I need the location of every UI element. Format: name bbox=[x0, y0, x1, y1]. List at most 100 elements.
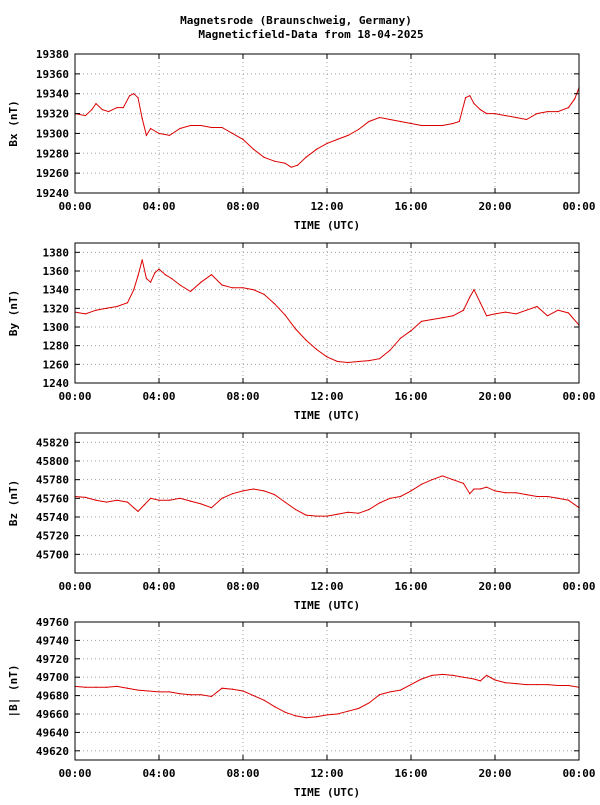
by-data-point bbox=[154, 272, 156, 274]
bx-data-point bbox=[133, 93, 135, 95]
bz-data-point bbox=[546, 495, 549, 498]
bx-data-point bbox=[574, 98, 576, 100]
by-ytick-label: 1380 bbox=[43, 246, 70, 259]
bx-data-point bbox=[536, 112, 538, 115]
by-xtick-label: 08:00 bbox=[226, 390, 259, 403]
b-data-point bbox=[116, 685, 118, 688]
bz-data-point bbox=[336, 513, 339, 515]
by-data-point bbox=[263, 293, 265, 295]
by-data-point bbox=[252, 289, 255, 291]
b-data-point bbox=[315, 716, 318, 718]
bz-data-point bbox=[133, 507, 135, 509]
b-ytick-label: 49640 bbox=[36, 726, 69, 739]
by-y-axis-label: By (nT) bbox=[7, 290, 20, 336]
b-data-point bbox=[147, 690, 150, 692]
by-ytick-label: 1300 bbox=[43, 321, 70, 334]
b-data-point bbox=[105, 686, 108, 688]
by-data-point bbox=[95, 309, 97, 311]
bx-xtick-label: 12:00 bbox=[310, 200, 343, 213]
bz-ytick-label: 45780 bbox=[36, 474, 69, 487]
chart-title: Magnetsrode (Braunschweig, Germany) bbox=[180, 14, 412, 27]
by-data-point bbox=[486, 315, 488, 317]
bx-data-point bbox=[200, 124, 202, 127]
b-data-point bbox=[84, 686, 87, 688]
bz-data-point bbox=[368, 508, 370, 511]
bz-data-point bbox=[473, 488, 475, 490]
bz-data-point bbox=[469, 493, 471, 495]
bx-data-point bbox=[347, 134, 349, 137]
b-data-point bbox=[326, 714, 328, 716]
b-data-point bbox=[473, 678, 475, 680]
b-data-point bbox=[399, 689, 402, 691]
bz-ytick-label: 45760 bbox=[36, 492, 69, 505]
bx-data-point bbox=[465, 97, 467, 99]
b-data-point bbox=[368, 702, 370, 704]
b-data-point bbox=[210, 695, 213, 698]
by-data-point bbox=[210, 274, 213, 276]
by-data-point bbox=[441, 317, 444, 319]
b-xtick-label: 16:00 bbox=[394, 767, 427, 780]
bz-data-point bbox=[410, 490, 412, 492]
bx-data-point bbox=[389, 118, 391, 121]
by-data-point bbox=[105, 307, 108, 309]
by-data-point bbox=[273, 303, 276, 305]
b-data-point bbox=[420, 678, 423, 680]
bz-data-point bbox=[504, 492, 507, 494]
bz-data-point bbox=[137, 510, 139, 512]
b-xtick-label: 00:00 bbox=[562, 767, 595, 780]
b-data-point bbox=[441, 673, 444, 676]
bz-data-point bbox=[168, 499, 171, 501]
b-data-point bbox=[263, 699, 265, 701]
bz-data-point bbox=[452, 479, 454, 481]
bz-ytick-label: 45800 bbox=[36, 455, 69, 468]
b-data-point bbox=[410, 683, 412, 686]
bx-data-point bbox=[122, 107, 124, 109]
bx-ytick-label: 19320 bbox=[36, 108, 69, 121]
b-data-point bbox=[504, 682, 507, 684]
bx-data-point bbox=[273, 160, 276, 162]
b-data-point bbox=[494, 679, 496, 681]
bz-data-point bbox=[357, 512, 360, 514]
b-data-point bbox=[567, 684, 570, 687]
by-data-point bbox=[164, 274, 166, 276]
by-data-point bbox=[410, 330, 412, 332]
bx-data-point bbox=[494, 112, 496, 115]
bz-xtick-label: 04:00 bbox=[142, 580, 175, 593]
by-data-point bbox=[479, 302, 481, 304]
bz-data-point bbox=[462, 482, 465, 484]
bx-data-point bbox=[91, 109, 93, 111]
bz-ytick-label: 45700 bbox=[36, 548, 69, 561]
b-data-point bbox=[357, 707, 360, 710]
bx-data-point bbox=[469, 95, 471, 97]
b-data-point bbox=[486, 674, 488, 676]
b-data-point bbox=[546, 683, 549, 686]
b-data-point bbox=[536, 683, 538, 686]
bz-data-point bbox=[200, 503, 202, 505]
b-data-point bbox=[462, 676, 465, 678]
bx-ytick-label: 19380 bbox=[36, 48, 69, 61]
bz-xtick-label: 00:00 bbox=[562, 580, 595, 593]
by-data-point bbox=[133, 289, 135, 291]
bz-xtick-label: 08:00 bbox=[226, 580, 259, 593]
bx-panel: 19240 19260 19280 19300 19320 19340 19360 19380… bbox=[7, 48, 596, 232]
bz-data-point bbox=[126, 501, 129, 503]
by-data-point bbox=[494, 313, 496, 315]
bx-data-point bbox=[290, 166, 292, 168]
b-xtick-label: 08:00 bbox=[226, 767, 259, 780]
bx-xtick-label: 00:00 bbox=[562, 200, 595, 213]
bz-xtick-label: 16:00 bbox=[394, 580, 427, 593]
by-xtick-label: 20:00 bbox=[478, 390, 511, 403]
bx-data-point bbox=[357, 128, 360, 131]
by-data-point bbox=[389, 349, 391, 351]
by-data-point bbox=[378, 358, 381, 360]
by-xtick-label: 00:00 bbox=[562, 390, 595, 403]
bz-data-point bbox=[84, 496, 87, 498]
b-ytick-label: 49760 bbox=[36, 616, 69, 629]
by-data-point bbox=[116, 305, 118, 308]
bz-data-point bbox=[189, 500, 192, 502]
by-data-point bbox=[546, 315, 549, 317]
by-data-point bbox=[284, 314, 286, 316]
bz-data-point bbox=[315, 515, 318, 517]
b-data-point bbox=[95, 686, 97, 688]
bx-data-point bbox=[336, 138, 339, 140]
